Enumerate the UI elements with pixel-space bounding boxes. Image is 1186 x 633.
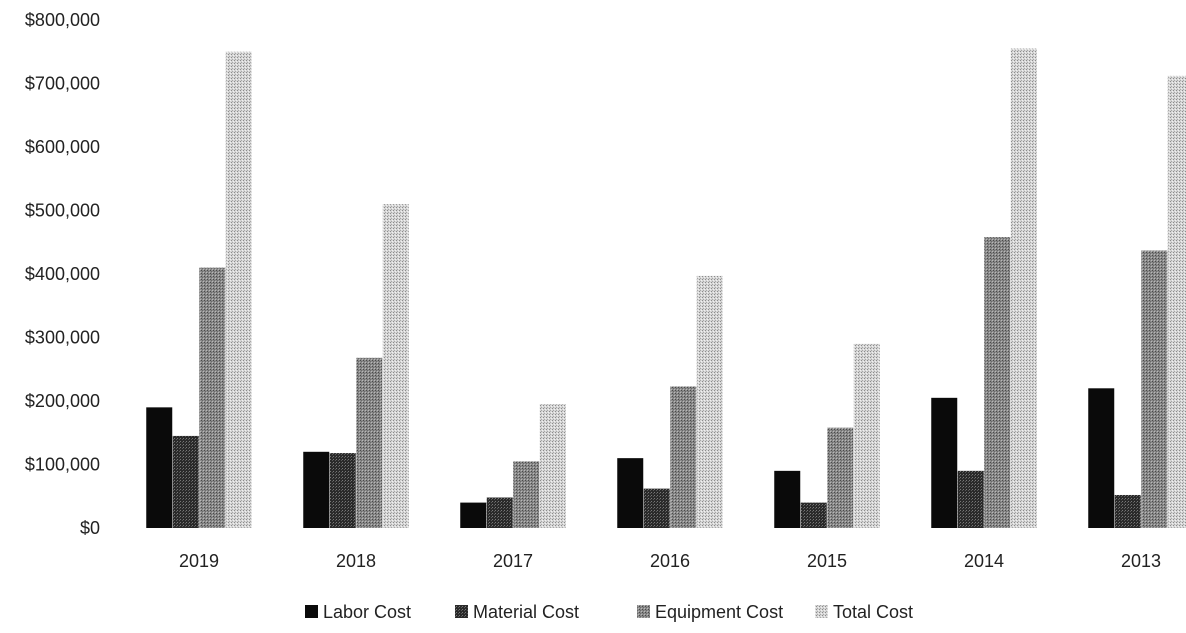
legend-label: Labor Cost	[323, 602, 411, 622]
legend-swatch	[455, 605, 468, 618]
legend-swatch	[815, 605, 828, 618]
plot-area	[146, 48, 1186, 529]
y-tick-label: $200,000	[25, 391, 100, 411]
legend-swatch	[305, 605, 318, 618]
bar-total-cost-2013	[1167, 75, 1186, 528]
x-tick-label: 2014	[964, 551, 1004, 571]
y-axis-labels: $0 $100,000 $200,000 $300,000 $400,000 $500,0…	[25, 10, 100, 538]
bar-total-cost-2017	[539, 404, 566, 528]
bar-material-cost-2019	[172, 435, 199, 528]
legend-item-total-cost: Total Cost	[815, 602, 913, 622]
bar-equipment-cost-2014	[984, 237, 1011, 529]
x-tick-label: 2019	[179, 551, 219, 571]
y-tick-label: $700,000	[25, 74, 100, 94]
x-tick-label: 2017	[493, 551, 533, 571]
x-tick-label: 2016	[650, 551, 690, 571]
bar-material-cost-2017	[486, 497, 513, 528]
bar-material-cost-2018	[329, 453, 356, 528]
bar-equipment-cost-2016	[670, 386, 697, 528]
bar-equipment-cost-2015	[827, 427, 854, 528]
bar-labor-cost-2019	[146, 407, 173, 528]
x-axis-labels: 2019 2018 2017 2016 2015 2014 2013	[179, 551, 1161, 571]
legend-item-equipment-cost: Equipment Cost	[637, 602, 783, 622]
y-tick-label: $400,000	[25, 264, 100, 284]
bar-total-cost-2019	[225, 51, 252, 528]
legend-item-material-cost: Material Cost	[455, 602, 579, 622]
y-tick-label: $300,000	[25, 328, 100, 348]
x-tick-label: 2015	[807, 551, 847, 571]
bar-labor-cost-2018	[303, 451, 330, 528]
bar-labor-cost-2016	[617, 458, 644, 528]
bar-total-cost-2018	[382, 204, 409, 528]
legend-label: Material Cost	[473, 602, 579, 622]
bar-material-cost-2015	[800, 502, 827, 528]
bar-labor-cost-2015	[774, 470, 801, 528]
legend-label: Total Cost	[833, 602, 913, 622]
x-tick-label: 2013	[1121, 551, 1161, 571]
y-tick-label: $800,000	[25, 10, 100, 30]
legend-item-labor-cost: Labor Cost	[305, 602, 411, 622]
bar-equipment-cost-2013	[1141, 250, 1168, 528]
y-tick-label: $600,000	[25, 137, 100, 157]
bar-material-cost-2013	[1114, 494, 1141, 528]
bar-labor-cost-2017	[460, 502, 487, 528]
bar-labor-cost-2014	[931, 397, 958, 528]
bar-total-cost-2015	[853, 343, 880, 528]
bar-labor-cost-2013	[1088, 388, 1115, 528]
bar-material-cost-2016	[643, 488, 670, 528]
legend-swatch	[637, 605, 650, 618]
y-tick-label: $0	[80, 518, 100, 538]
bar-total-cost-2016	[696, 275, 723, 528]
bar-material-cost-2014	[957, 470, 984, 528]
legend-label: Equipment Cost	[655, 602, 783, 622]
y-tick-label: $100,000	[25, 455, 100, 475]
legend: Labor Cost Material Cost Equipment Cost Tot…	[305, 602, 913, 622]
bar-equipment-cost-2017	[513, 461, 540, 528]
y-tick-label: $500,000	[25, 201, 100, 221]
bar-equipment-cost-2018	[356, 357, 383, 528]
bar-equipment-cost-2019	[199, 267, 226, 528]
x-tick-label: 2018	[336, 551, 376, 571]
bar-total-cost-2014	[1010, 48, 1037, 528]
